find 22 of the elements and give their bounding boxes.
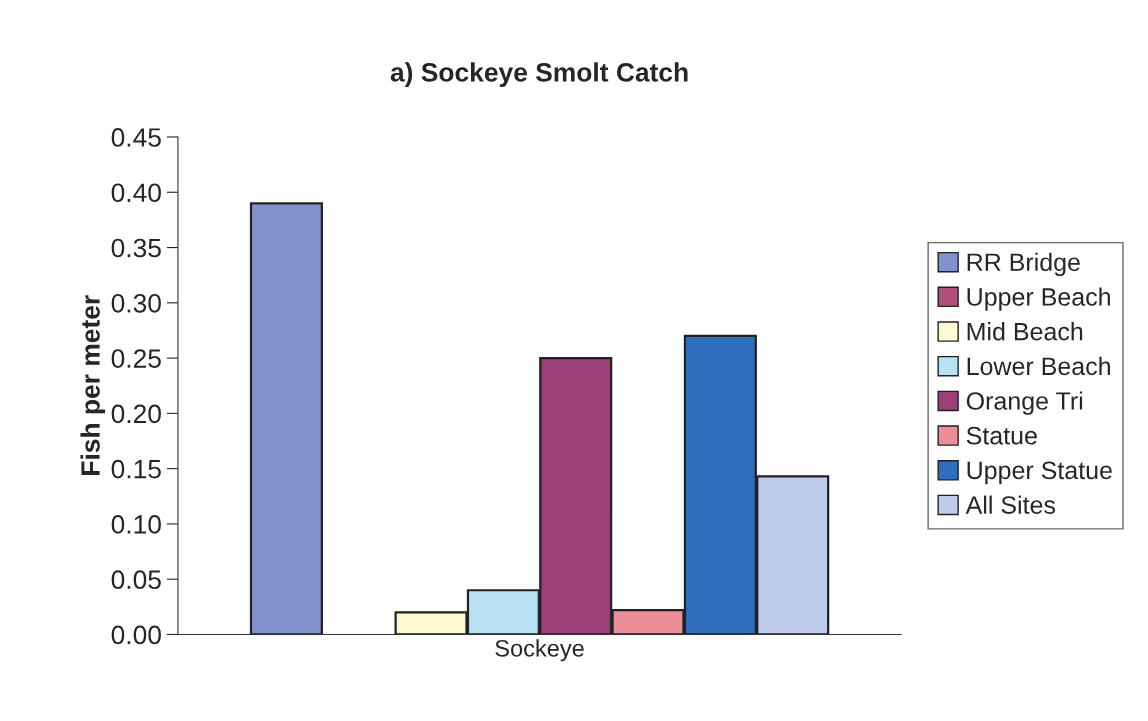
legend-label: All Sites [965, 495, 1056, 514]
x-tick-label: Sockeye [495, 639, 584, 662]
y-tick-label: 0.00 [111, 625, 161, 645]
y-tick-label: 0.25 [111, 349, 161, 368]
legend-label: Lower Beach [967, 356, 1110, 376]
legend-label: Orange Tri [966, 391, 1083, 415]
legend-label: Upper Statue [967, 461, 1112, 485]
legend-label: Mid Beach [967, 322, 1083, 341]
legend-label: Upper Beach [967, 287, 1110, 311]
legend-label: RR Bridge [967, 252, 1080, 277]
y-tick-label: 0.40 [111, 183, 161, 203]
y-tick-label: 0.20 [111, 404, 161, 424]
y-tick-label: 0.45 [111, 128, 161, 147]
bar [249, 202, 323, 635]
chart-title: a) Sockeye Smolt Catch [390, 62, 688, 87]
y-tick-label: 0.10 [111, 515, 161, 534]
y-tick-label: 0.15 [111, 459, 161, 479]
y-tick-label: 0.05 [111, 570, 161, 590]
y-axis-title: Fish per meter [80, 295, 106, 475]
legend-label: Statue [966, 426, 1037, 445]
y-tick-label: 0.30 [111, 293, 161, 313]
y-tick-label: 0.35 [111, 238, 161, 258]
